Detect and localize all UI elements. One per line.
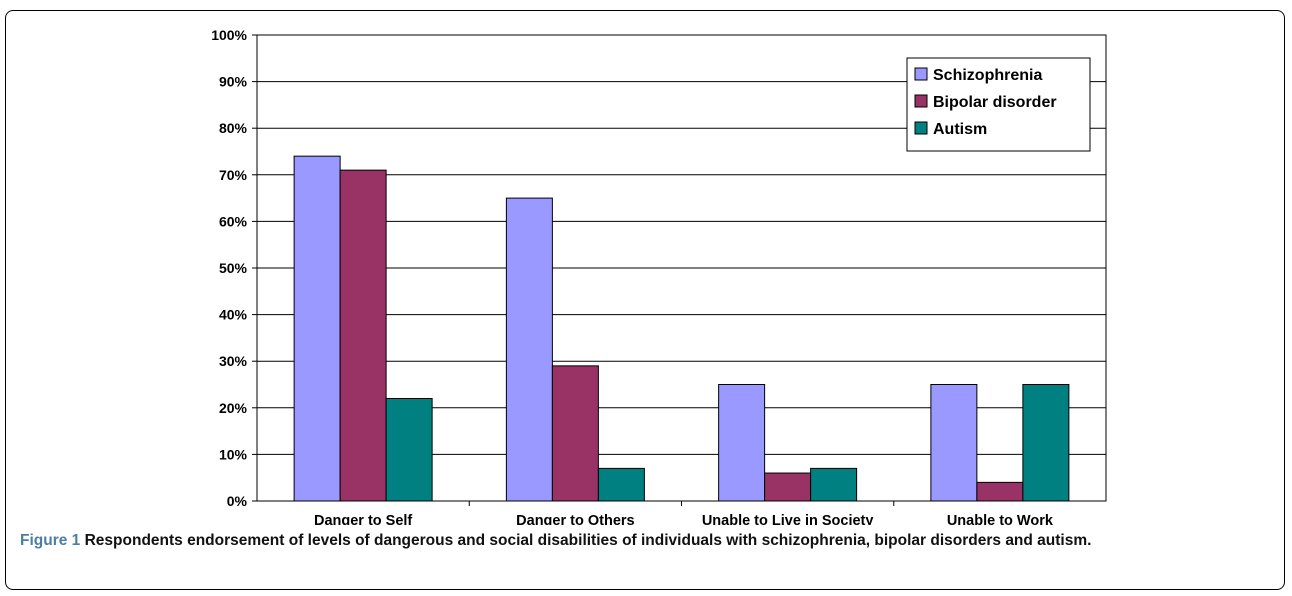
x-tick-labels: Danger to Self Danger to Others Unable to … — [314, 513, 1054, 525]
y-tick-label: 40% — [219, 307, 248, 323]
figure-label: Figure 1 — [20, 532, 81, 549]
y-tick-label: 70% — [219, 167, 248, 183]
x-tick-label: Danger to Others — [516, 513, 634, 525]
axes — [252, 34, 1107, 506]
bar-schizophrenia — [505, 197, 553, 502]
bar-autism — [1022, 384, 1070, 502]
caption-text: Respondents endorsement of levels of dan… — [84, 532, 1092, 549]
y-tick-label: 20% — [219, 400, 248, 416]
legend-label: Autism — [933, 121, 987, 138]
bar-schizophrenia — [718, 384, 766, 502]
bar-schizophrenia — [293, 155, 341, 502]
bar-bipolar-disorder — [976, 481, 1024, 502]
y-tick-label: 90% — [219, 74, 248, 90]
legend-swatch — [914, 67, 928, 81]
legend-label: Bipolar disorder — [933, 94, 1057, 111]
legend-label: Schizophrenia — [933, 67, 1042, 84]
bar-schizophrenia — [930, 384, 978, 502]
bar-autism — [810, 467, 858, 502]
bar-chart: 0% 10% 20% 30% 40% 50% 60% 70% 80% 90% 100% Danger… — [211, 27, 1107, 525]
x-tick-label: Unable to Live in Society — [702, 513, 874, 525]
y-tick-labels: 0% 10% 20% 30% 40% 50% 60% 70% 80% 90% 100% — [211, 27, 247, 509]
bars — [293, 155, 1070, 502]
legend-swatch — [914, 94, 928, 108]
x-tick-label: Unable to Work — [947, 513, 1054, 525]
legend-box — [906, 57, 1091, 152]
bar-bipolar-disorder — [339, 169, 387, 502]
legend-swatch — [914, 121, 928, 135]
y-tick-label: 60% — [219, 213, 248, 229]
bar-autism — [385, 397, 433, 502]
y-tick-label: 80% — [219, 120, 248, 136]
y-tick-label: 0% — [227, 493, 248, 509]
bar-bipolar-disorder — [764, 472, 812, 502]
figure-frame — [5, 10, 1285, 590]
x-tick-label: Danger to Self — [314, 513, 412, 525]
figure-caption: Figure 1 Respondents endorsement of leve… — [20, 529, 1270, 552]
bar-bipolar-disorder — [551, 365, 599, 502]
y-tick-label: 50% — [219, 260, 248, 276]
y-tick-label: 10% — [219, 446, 248, 462]
bar-autism — [597, 467, 645, 502]
legend: Schizophrenia Bipolar disorder Autism — [906, 57, 1091, 152]
y-tick-label: 30% — [219, 353, 248, 369]
y-tick-label: 100% — [211, 27, 247, 43]
